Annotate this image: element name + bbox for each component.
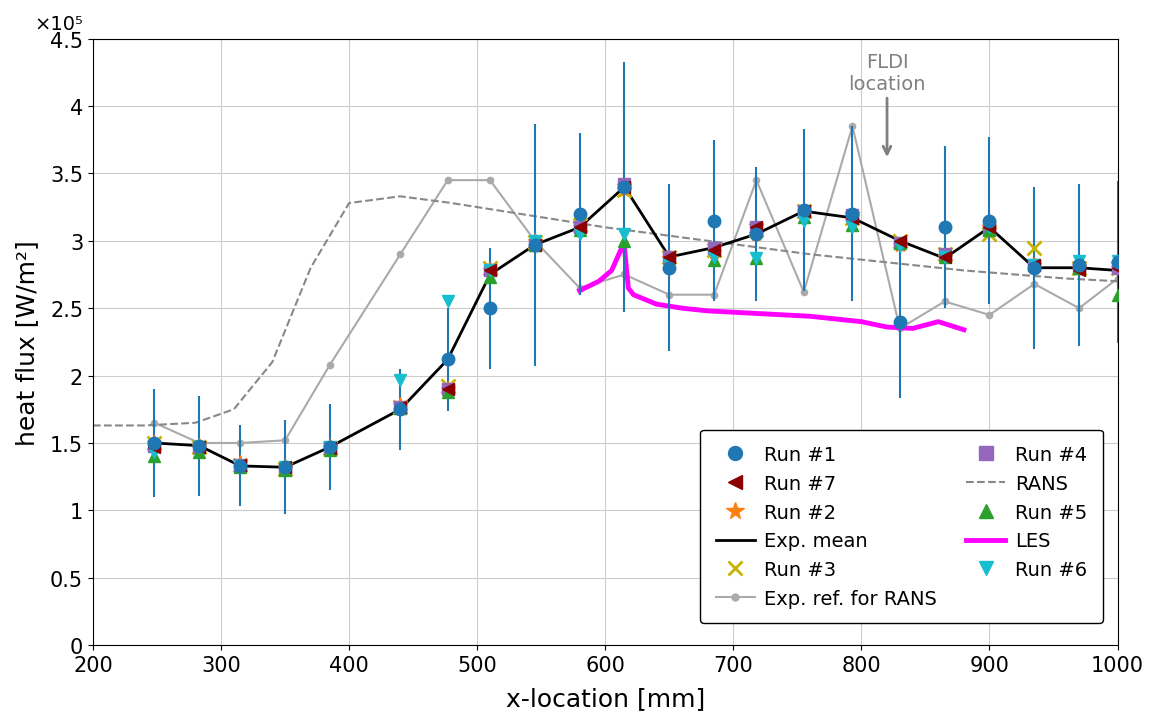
Text: ×10⁵: ×10⁵ [34,14,82,33]
X-axis label: x-location [mm]: x-location [mm] [505,686,705,710]
Legend: Run #1, Run #7, Run #2, Exp. mean, Run #3, Exp. ref. for RANS, Run #4, RANS, Run: Run #1, Run #7, Run #2, Exp. mean, Run #… [700,430,1102,624]
Text: FLDI
location: FLDI location [848,52,926,155]
Y-axis label: heat flux [W/m²]: heat flux [W/m²] [15,240,39,445]
